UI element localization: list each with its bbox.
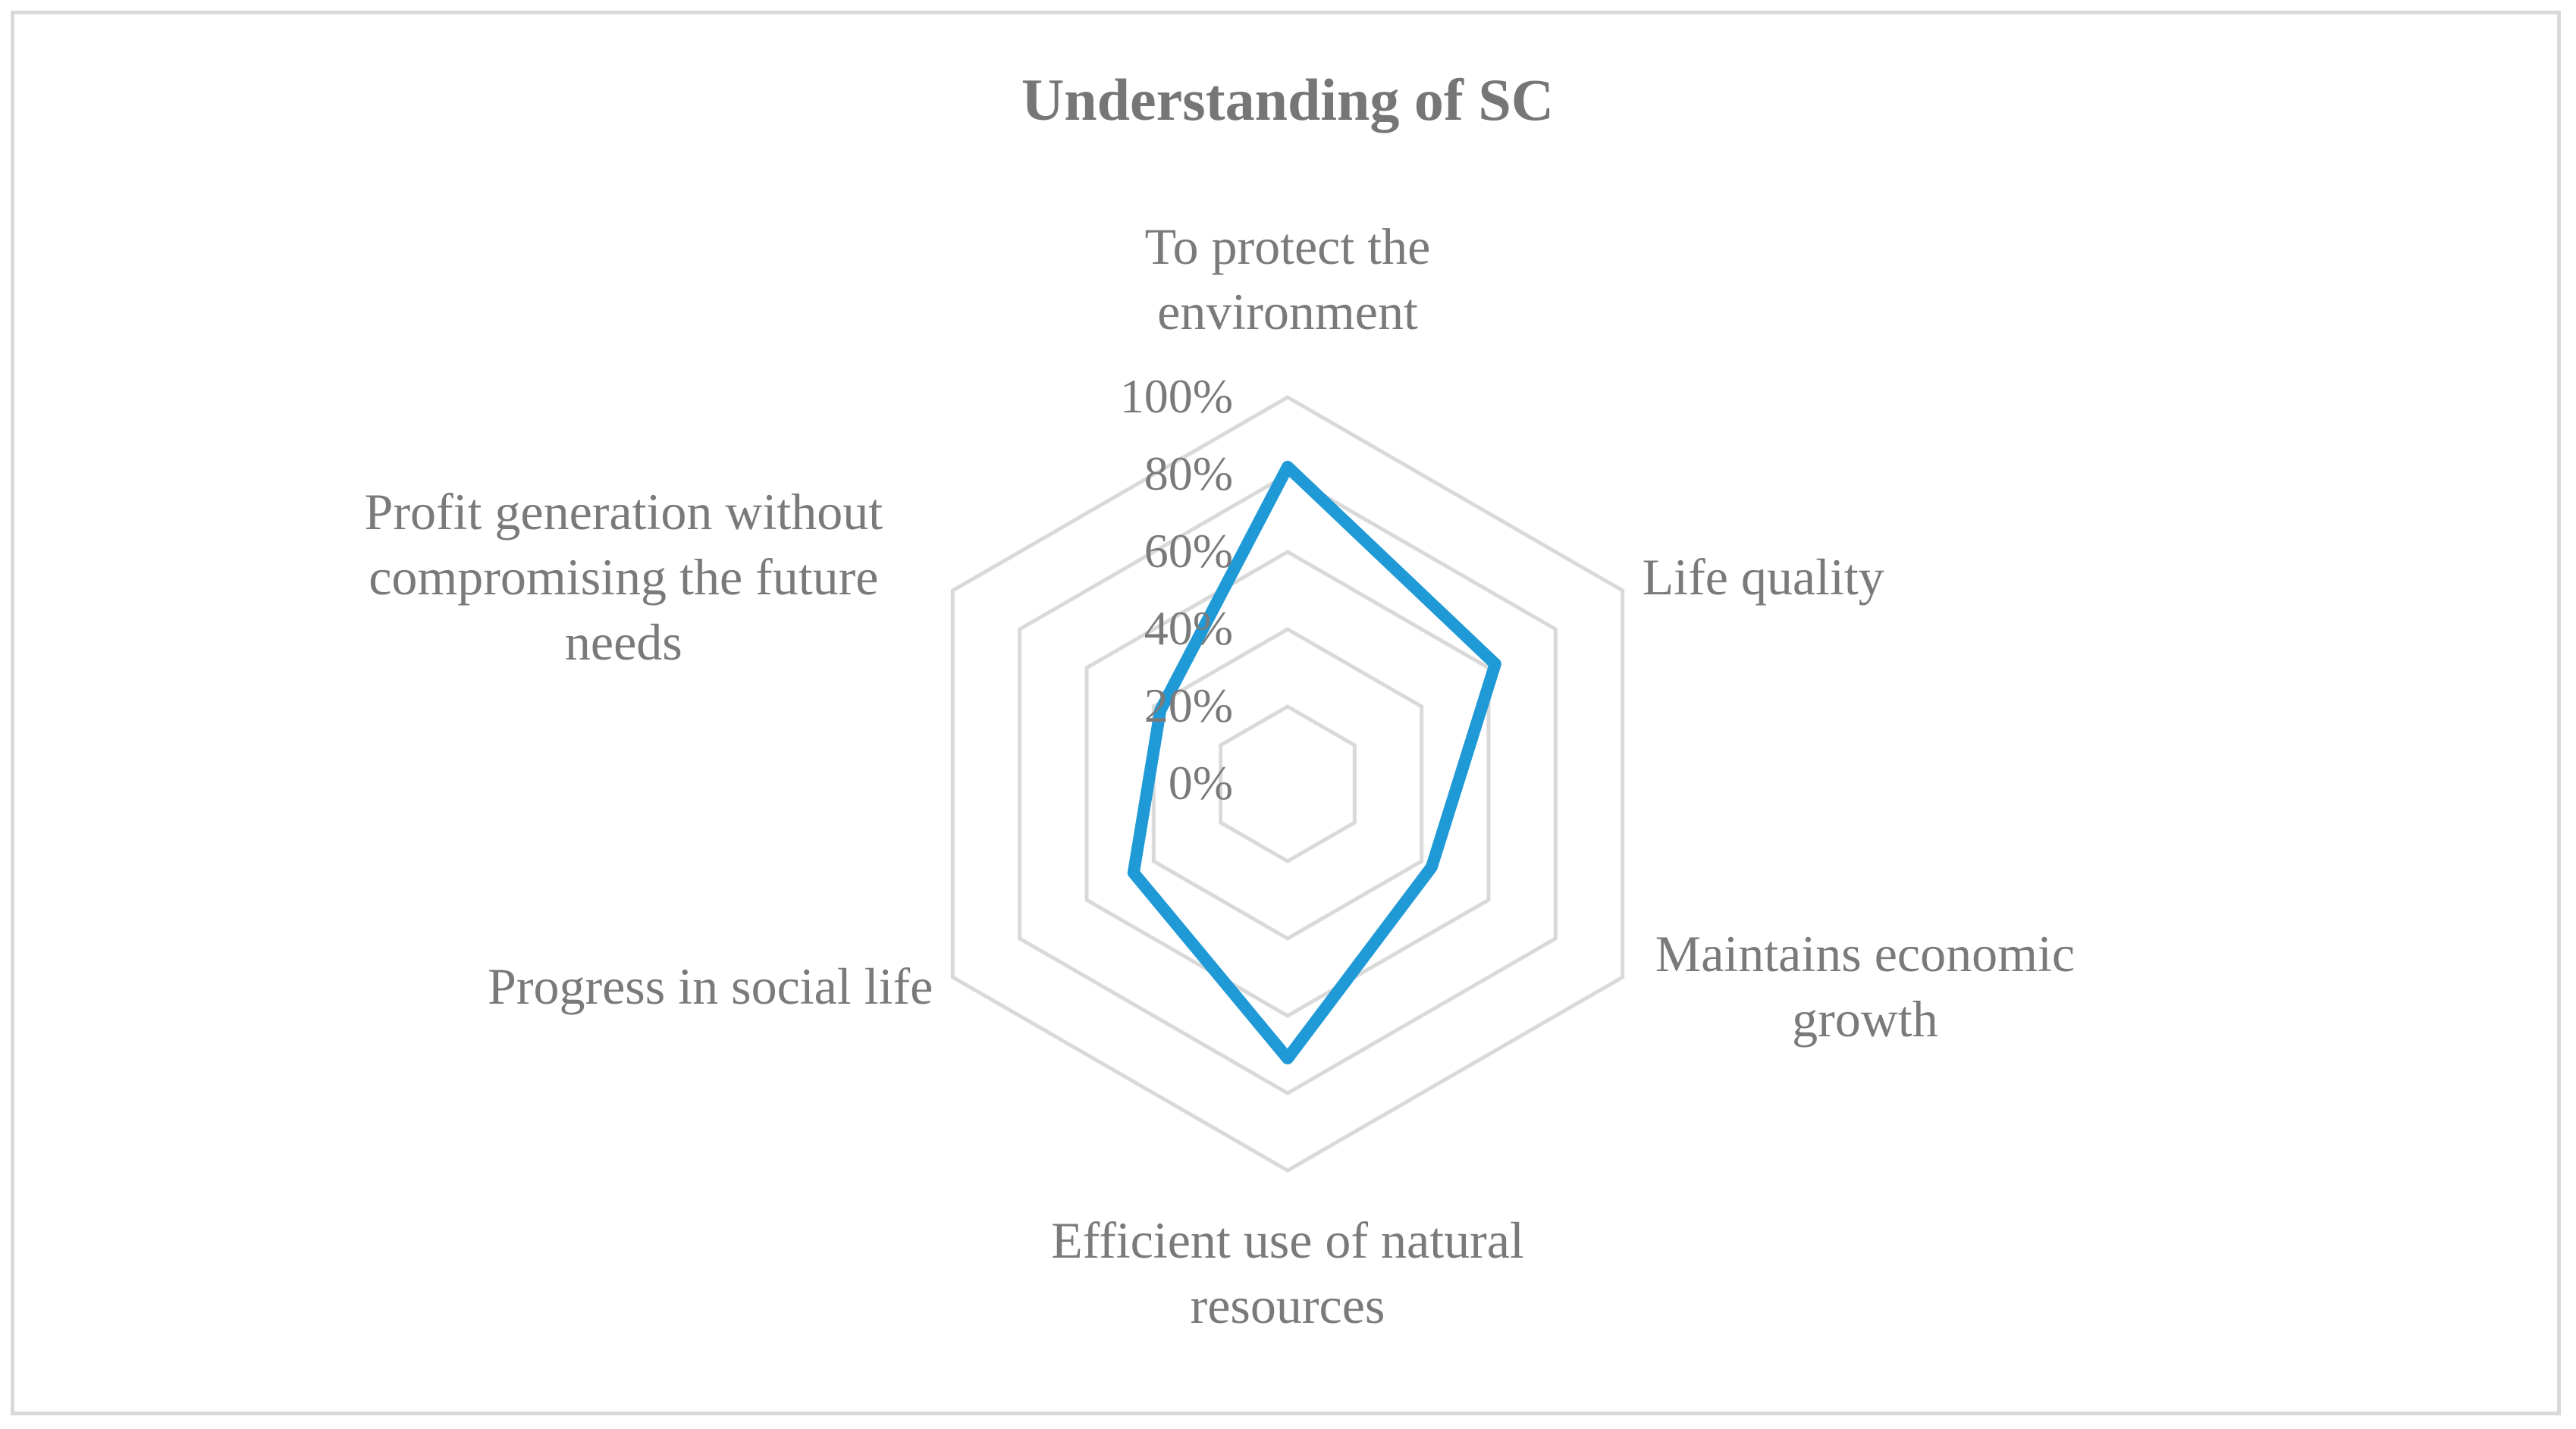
- data-point-5: [1158, 708, 1163, 713]
- axis-label-2: Maintains economic growth: [1655, 925, 2075, 1048]
- axis-label-line: Efficient use of natural: [1051, 1211, 1524, 1269]
- tick-label-5: 100%: [1120, 369, 1233, 423]
- axis-label-3: Efficient use of natural resources: [1051, 1211, 1524, 1334]
- tick-label-1: 20%: [1144, 678, 1233, 732]
- axis-label-line: environment: [1157, 283, 1418, 340]
- tick-layer: 0% 20% 40% 60% 80% 100%: [1120, 369, 1233, 810]
- axis-label-4: Progress in social life: [488, 957, 933, 1015]
- axis-label-line: growth: [1792, 990, 1938, 1048]
- axis-label-line: Life quality: [1643, 548, 1884, 606]
- axis-label-5: Profit generation without compromising th…: [365, 483, 883, 671]
- axis-label-line: Maintains economic: [1655, 925, 2075, 982]
- series-layer: [1127, 460, 1501, 1065]
- grid-ring-5: [950, 395, 1625, 1173]
- grid-ring-1: [1219, 704, 1357, 863]
- data-point-2: [1429, 864, 1434, 870]
- grid-ring-2: [1151, 627, 1424, 941]
- axis-label-line: needs: [565, 613, 682, 671]
- data-point-3: [1285, 1056, 1290, 1061]
- axis-label-1: Life quality: [1643, 548, 1884, 606]
- tick-label-0: 0%: [1169, 756, 1233, 810]
- axis-label-line: resources: [1191, 1277, 1385, 1334]
- axis-label-line: Progress in social life: [488, 957, 933, 1015]
- chart-title: Understanding of SC: [1021, 67, 1554, 133]
- axis-label-line: Profit generation without: [365, 483, 883, 541]
- tick-label-3: 60%: [1144, 524, 1233, 578]
- chart-frame: [11, 11, 2561, 1415]
- tick-label-2: 40%: [1144, 601, 1233, 655]
- data-point-0: [1285, 464, 1290, 469]
- data-point-1: [1492, 661, 1498, 666]
- axis-label-line: compromising the future: [369, 548, 878, 606]
- grid-ring-4: [1018, 472, 1558, 1095]
- axis-label-line: To protect the: [1145, 218, 1431, 275]
- axis-label-layer: To protect the environment Life quality Mai…: [365, 218, 2076, 1334]
- axis-label-0: To protect the environment: [1145, 218, 1431, 340]
- tick-label-4: 80%: [1144, 447, 1233, 500]
- data-point-4: [1131, 870, 1136, 876]
